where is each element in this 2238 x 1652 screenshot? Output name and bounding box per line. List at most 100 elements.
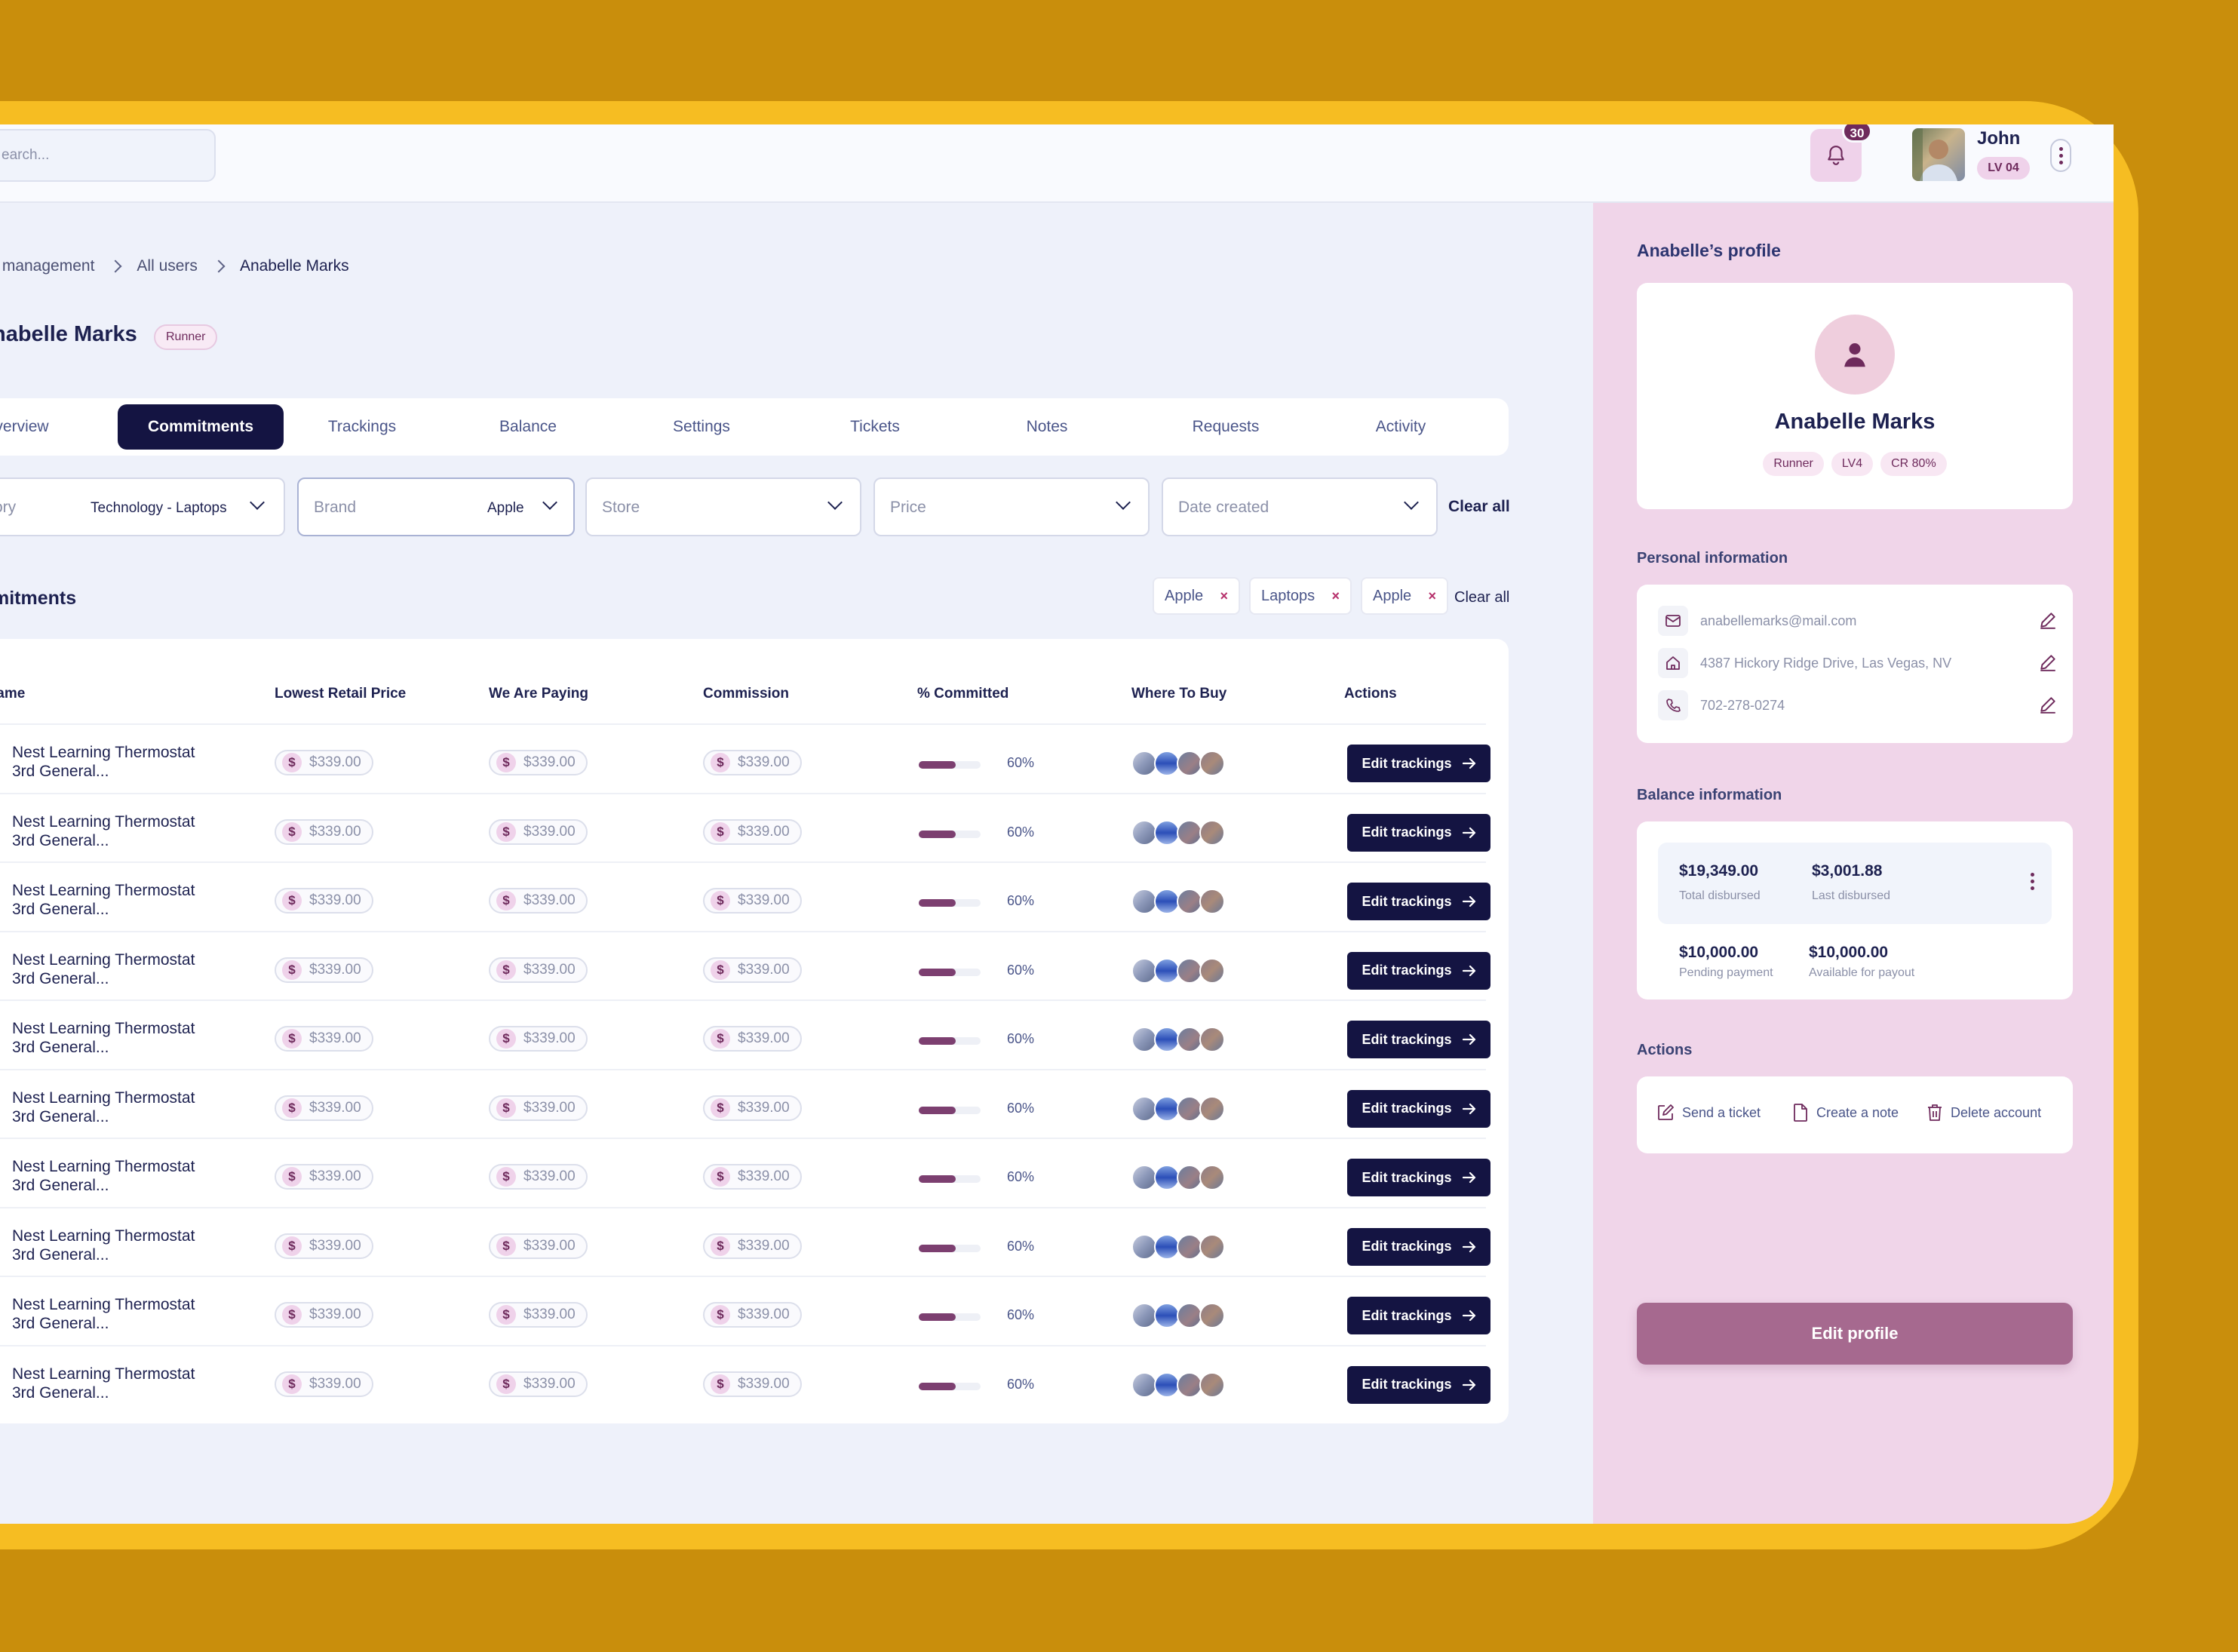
tab-overview[interactable]: verview [0,418,49,435]
close-icon[interactable]: × [1331,588,1340,603]
store-logo-icon[interactable] [1154,1027,1180,1052]
store-logo-icon[interactable] [1131,1303,1157,1328]
tab-trackings[interactable]: Trackings [327,418,397,435]
edit-trackings-button[interactable]: Edit trackings [1347,951,1490,990]
edit-trackings-button[interactable]: Edit trackings [1347,1297,1490,1334]
store-logo-icon[interactable] [1199,1095,1225,1122]
edit-trackings-button[interactable]: Edit trackings [1347,1021,1490,1058]
balance-more-icon[interactable] [2031,873,2034,890]
tab-notes[interactable]: Notes [1026,418,1068,435]
store-logo-icon[interactable] [1154,1371,1180,1398]
filter-chip-apple[interactable]: Apple × [1361,577,1448,615]
store-logo-icon[interactable] [1199,819,1225,846]
store-logo-icon[interactable] [1154,957,1180,984]
edit-trackings-button[interactable]: Edit trackings [1347,1159,1490,1196]
store-logo-icon[interactable] [1154,889,1180,914]
store-logo-icon[interactable] [1177,1233,1202,1260]
store-logo-icon[interactable] [1154,1095,1180,1122]
store-logo-icon[interactable] [1177,1095,1202,1122]
store-logo-icon[interactable] [1131,1233,1157,1260]
date-created-filter[interactable]: Date created [1162,477,1438,536]
product-name-line1: Nest Learning Thermostat [12,950,195,969]
store-logo-icon[interactable] [1154,1233,1180,1260]
search-input[interactable]: earch... [0,129,216,182]
tab-settings[interactable]: Settings [673,418,730,435]
store-logo-icon[interactable] [1199,957,1225,984]
breadcrumb-item-all-users[interactable]: All users [137,257,198,275]
product-name-line1: Nest Learning Thermostat [12,744,195,761]
store-logo-icon[interactable] [1177,1165,1202,1190]
store-logo-icon[interactable] [1177,751,1202,776]
store-logo-icon[interactable] [1131,751,1157,776]
avatar-photo-icon [1912,128,1957,181]
store-logo-icon[interactable] [1177,1371,1202,1398]
user-avatar[interactable] [1912,128,1965,181]
store-logo-icon[interactable] [1199,751,1225,776]
tab-tickets[interactable]: Tickets [850,418,900,435]
close-icon[interactable]: × [1428,588,1436,603]
delete-account-button[interactable]: Delete account [1926,1104,2041,1122]
store-logo-icon[interactable] [1131,957,1157,984]
pending-payment-label: Pending payment [1679,966,1773,979]
close-icon[interactable]: × [1220,588,1228,603]
store-logo-icon[interactable] [1177,1303,1202,1328]
category-filter[interactable]: ory Technology - Laptops [0,477,285,536]
store-logo-icon[interactable] [1177,819,1202,846]
price-value: $339.00 [523,961,576,978]
brand-filter[interactable]: Brand Apple [297,477,575,536]
committed-percent: 60% [1007,1100,1035,1116]
store-logo-icon[interactable] [1199,889,1225,914]
store-logo-icon[interactable] [1154,819,1180,846]
send-ticket-button[interactable]: Send a ticket [1656,1104,1761,1122]
tab-balance[interactable]: Balance [499,418,557,435]
dollar-icon: $ [282,1374,302,1394]
edit-profile-button[interactable]: Edit profile [1637,1303,2073,1365]
committed-percent: 60% [1007,962,1035,978]
store-logo-icon[interactable] [1131,1371,1157,1398]
store-logo-icon[interactable] [1177,1027,1202,1052]
filter-chip-apple[interactable]: Apple × [1153,577,1240,615]
store-filter[interactable]: Store [585,477,861,536]
tab-commitments[interactable]: Commitments [118,404,284,450]
store-logo-icon[interactable] [1131,889,1157,914]
store-logo-icon[interactable] [1199,1303,1225,1328]
clear-filters-button[interactable]: Clear all [1448,498,1510,515]
store-logo-icon[interactable] [1131,1165,1157,1190]
more-options-icon[interactable] [2050,139,2071,172]
store-logo-icon[interactable] [1131,1027,1157,1052]
edit-pencil-icon[interactable] [2038,695,2058,714]
store-logo-icon[interactable] [1177,957,1202,984]
clear-chips-button[interactable]: Clear all [1454,589,1510,606]
edit-trackings-button[interactable]: Edit trackings [1347,813,1490,852]
price-value: $339.00 [309,1237,361,1254]
committed-progress-fill [919,1244,956,1252]
tab-activity[interactable]: Activity [1375,418,1426,435]
price-pill-paying: $ $339.00 [489,818,588,845]
store-logo-icon[interactable] [1199,1165,1225,1190]
edit-pencil-icon[interactable] [2038,610,2058,630]
store-logo-icon[interactable] [1131,819,1157,846]
edit-pencil-icon[interactable] [2038,653,2058,672]
tab-requests[interactable]: Requests [1192,418,1260,435]
create-note-button[interactable]: Create a note [1792,1104,1899,1122]
breadcrumb-item-management[interactable]: r management [0,257,95,275]
dollar-icon: $ [711,1305,730,1325]
edit-trackings-button[interactable]: Edit trackings [1347,1365,1490,1404]
store-logo-icon[interactable] [1199,1371,1225,1398]
store-logo-icon[interactable] [1199,1027,1225,1052]
edit-trackings-button[interactable]: Edit trackings [1347,883,1490,920]
store-logo-icon[interactable] [1131,1095,1157,1122]
price-value: $339.00 [738,754,790,770]
filter-chip-laptops[interactable]: Laptops × [1249,577,1352,615]
store-logo-icon[interactable] [1199,1233,1225,1260]
store-logo-icon[interactable] [1154,1165,1180,1190]
edit-trackings-button[interactable]: Edit trackings [1347,1089,1490,1128]
store-logo-icon[interactable] [1177,889,1202,914]
store-logo-icon[interactable] [1154,751,1180,776]
edit-trackings-button[interactable]: Edit trackings [1347,745,1490,782]
store-logo-icon[interactable] [1154,1303,1180,1328]
edit-trackings-button[interactable]: Edit trackings [1347,1227,1490,1266]
price-filter[interactable]: Price [873,477,1150,536]
edit-trackings-label: Edit trackings [1362,1031,1452,1047]
